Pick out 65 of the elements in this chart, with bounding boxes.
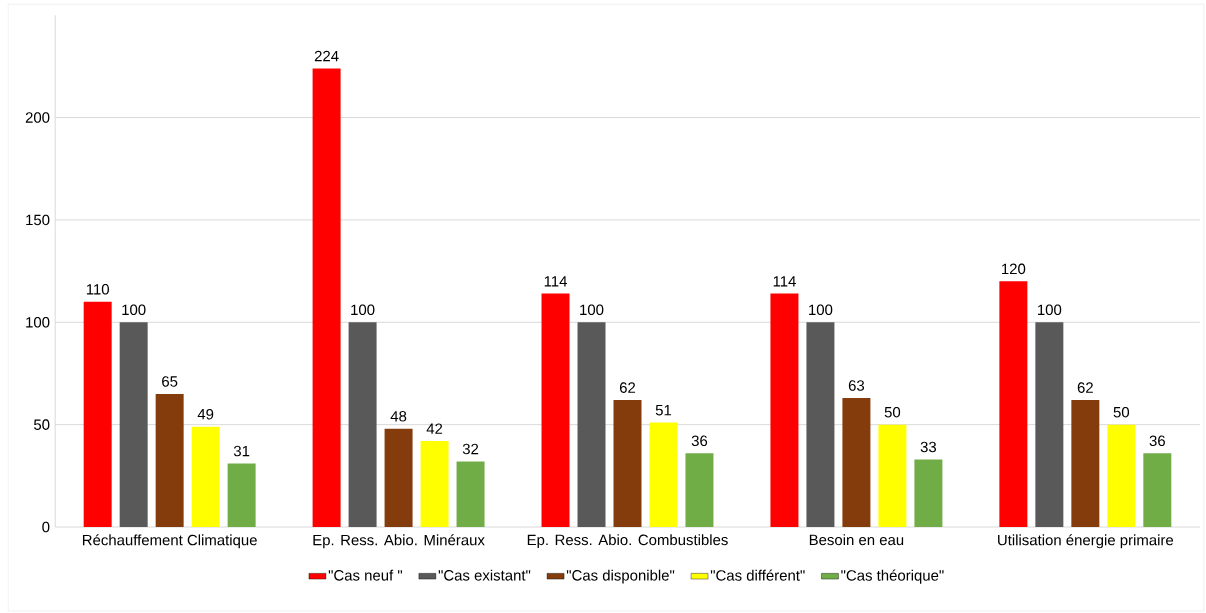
legend-label: "Cas neuf "	[328, 569, 403, 581]
bar	[456, 461, 485, 527]
bar	[613, 399, 642, 527]
bar	[119, 322, 148, 527]
data-label: 100	[351, 304, 375, 315]
bar	[770, 293, 799, 527]
bar	[842, 397, 871, 527]
data-label: 114	[544, 276, 567, 287]
data-label: 100	[809, 304, 833, 315]
data-label: 48	[390, 410, 407, 422]
legend-label: "Cas différent"	[710, 569, 805, 581]
bar	[999, 281, 1028, 527]
data-label: 62	[619, 382, 636, 393]
data-label: 32	[462, 443, 479, 455]
bar	[83, 301, 112, 527]
x-tick-label: Ep. Ress. Abio. Combustibles	[527, 534, 728, 549]
legend-label: "Cas existant"	[438, 569, 531, 581]
bar	[577, 322, 606, 527]
x-tick-label: Besoin en eau	[809, 534, 904, 546]
legend-label: "Cas disponible"	[566, 569, 675, 584]
data-label: 120	[1002, 263, 1026, 275]
bar	[914, 459, 943, 527]
data-label: 33	[920, 441, 937, 453]
bar	[649, 422, 678, 527]
data-label: 36	[1149, 435, 1165, 447]
data-label: 100	[1038, 304, 1062, 315]
data-label: 51	[655, 404, 672, 416]
data-label: 114	[773, 276, 796, 287]
bar	[806, 322, 835, 527]
legend-label: "Cas théorique"	[841, 569, 944, 584]
y-tick-label: 200	[25, 112, 50, 123]
bar	[155, 393, 184, 527]
data-label: 110	[86, 283, 109, 295]
data-label: 50	[1113, 406, 1130, 418]
y-tick-label: 0	[42, 521, 50, 533]
data-label: 100	[580, 304, 604, 315]
data-label: 224	[314, 50, 339, 62]
data-label: 100	[122, 304, 146, 315]
bar	[685, 453, 714, 527]
bar	[348, 322, 377, 527]
data-label: 62	[1077, 382, 1093, 393]
bar	[1035, 322, 1064, 527]
x-tick-label: Réchauffement Climatique	[82, 534, 257, 549]
data-label: 49	[197, 408, 214, 420]
bar	[191, 426, 220, 527]
x-tick-label: Ep. Ress. Abio. Minéraux	[313, 534, 485, 549]
bar	[1107, 424, 1136, 527]
y-tick-label: 150	[26, 214, 50, 226]
y-tick-label: 100	[26, 316, 50, 328]
data-label: 65	[162, 376, 178, 387]
bar	[1071, 399, 1100, 527]
data-label: 63	[848, 380, 865, 391]
bar	[312, 68, 341, 527]
bar	[384, 428, 413, 527]
bar	[541, 293, 570, 527]
x-tick-label: Utilisation énergie primaire	[998, 534, 1174, 549]
data-label: 42	[426, 423, 443, 434]
bar	[878, 424, 907, 527]
data-label: 50	[884, 406, 901, 418]
y-tick-label: 50	[33, 419, 50, 430]
bar	[227, 463, 256, 527]
bar	[420, 440, 449, 527]
data-label: 31	[233, 445, 250, 457]
data-label: 36	[691, 435, 708, 447]
bar	[1143, 453, 1172, 527]
